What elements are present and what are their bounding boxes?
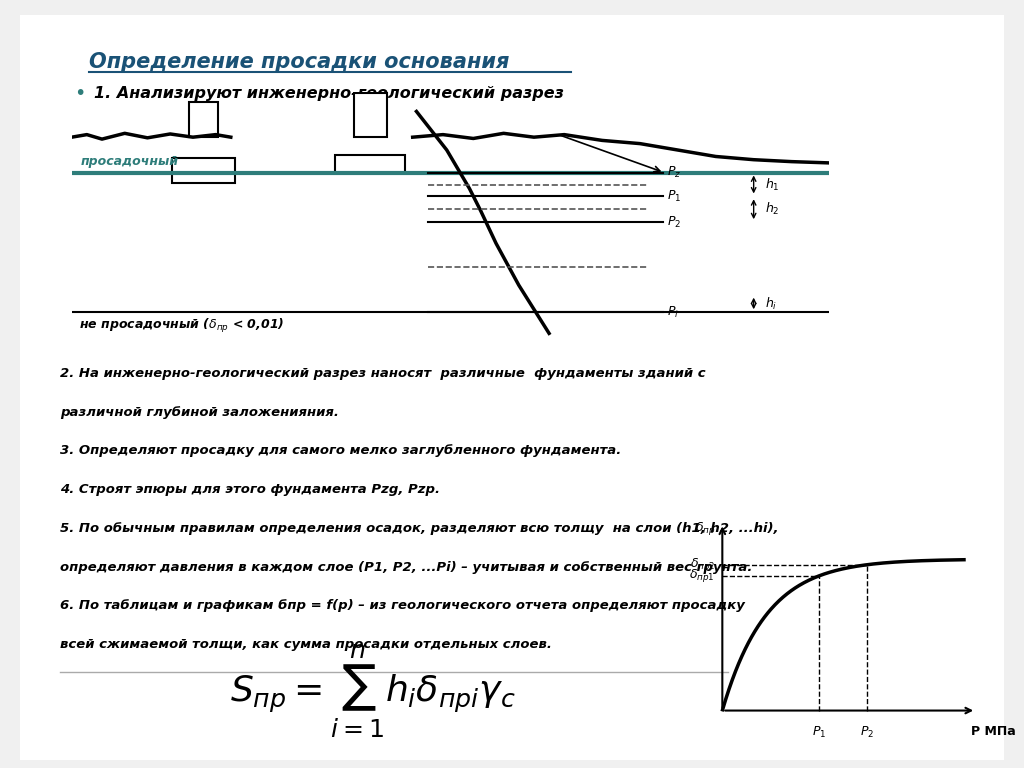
Text: $P_1$: $P_1$ xyxy=(667,189,681,204)
Text: 3. Определяют просадку для самого мелко заглубленного фундамента.: 3. Определяют просадку для самого мелко … xyxy=(59,445,621,458)
Text: $P_2$: $P_2$ xyxy=(667,214,681,230)
Text: Р МПа: Р МПа xyxy=(971,725,1016,738)
Text: Определение просадки основания: Определение просадки основания xyxy=(89,51,510,71)
Text: 2. На инженерно-геологический разрез наносят  различные  фундаменты зданий с: 2. На инженерно-геологический разрез нан… xyxy=(59,367,706,380)
Text: $\delta_{пр}$: $\delta_{пр}$ xyxy=(694,520,715,538)
Text: $\delta_{пр2}$: $\delta_{пр2}$ xyxy=(689,556,715,573)
Text: всей сжимаемой толщи, как сумма просадки отдельных слоев.: всей сжимаемой толщи, как сумма просадки… xyxy=(59,638,552,651)
Text: $h_i$: $h_i$ xyxy=(765,296,777,312)
Text: $\delta_{пр1}$: $\delta_{пр1}$ xyxy=(689,568,715,584)
Bar xyxy=(336,154,406,173)
Text: 6. По таблицам и графикам бпр = f(р) – из геологического отчета определяют проса: 6. По таблицам и графикам бпр = f(р) – и… xyxy=(59,599,744,612)
Text: $P_1$: $P_1$ xyxy=(812,725,826,740)
Text: не просадочный ($\delta_{пр}$ < 0,01): не просадочный ($\delta_{пр}$ < 0,01) xyxy=(79,317,285,335)
FancyBboxPatch shape xyxy=(6,4,1018,768)
Text: $P_z$: $P_z$ xyxy=(667,165,681,180)
Text: просадочный: просадочный xyxy=(81,155,179,168)
Text: $P_i$: $P_i$ xyxy=(667,305,679,319)
Text: •: • xyxy=(75,84,86,103)
Text: $h_2$: $h_2$ xyxy=(765,201,779,217)
Text: определяют давления в каждом слое (Р1, Р2, ...Рi) – учитывая и собственный вес г: определяют давления в каждом слое (Р1, Р… xyxy=(59,561,753,574)
Text: 1. Анализируют инженерно-геологический разрез: 1. Анализируют инженерно-геологический р… xyxy=(94,86,564,101)
Text: $S_{пр} = \sum_{i=1}^{n} h_i \delta_{пр i} \gamma_c$: $S_{пр} = \sum_{i=1}^{n} h_i \delta_{пр … xyxy=(230,643,516,740)
Bar xyxy=(189,102,218,137)
Text: различной глубиной заложенияния.: различной глубиной заложенияния. xyxy=(59,406,339,419)
Text: $P_2$: $P_2$ xyxy=(860,725,874,740)
Bar xyxy=(353,94,387,137)
Text: $h_1$: $h_1$ xyxy=(765,177,779,193)
Bar xyxy=(172,157,236,184)
Text: 5. По обычным правилам определения осадок, разделяют всю толщу  на слои (h1, h2,: 5. По обычным правилам определения осадо… xyxy=(59,522,778,535)
Text: 4. Строят эпюры для этого фундамента Pzg, Pzp.: 4. Строят эпюры для этого фундамента Pzg… xyxy=(59,483,439,496)
